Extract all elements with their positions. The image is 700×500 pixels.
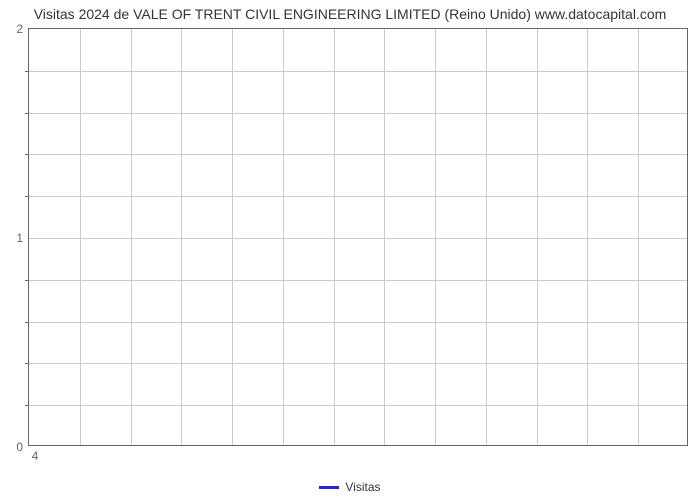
gridline-horizontal	[29, 71, 687, 72]
y-axis-minor-tick	[25, 154, 29, 155]
gridline-horizontal	[29, 280, 687, 281]
chart-title: Visitas 2024 de VALE OF TRENT CIVIL ENGI…	[0, 6, 700, 22]
chart-legend: Visitas	[0, 480, 700, 494]
gridline-vertical	[80, 29, 81, 445]
gridline-vertical	[638, 29, 639, 445]
gridline-vertical	[537, 29, 538, 445]
y-axis-minor-tick	[25, 405, 29, 406]
gridline-horizontal	[29, 196, 687, 197]
y-axis-minor-tick	[25, 113, 29, 114]
y-axis-tick-label: 0	[16, 440, 29, 454]
y-axis-minor-tick	[25, 280, 29, 281]
gridline-horizontal	[29, 322, 687, 323]
legend-label: Visitas	[345, 480, 380, 494]
gridline-vertical	[131, 29, 132, 445]
y-axis-minor-tick	[25, 196, 29, 197]
y-axis-tick-label: 2	[16, 22, 29, 36]
y-axis-tick-label: 1	[16, 231, 29, 245]
gridline-vertical	[435, 29, 436, 445]
gridline-vertical	[384, 29, 385, 445]
y-axis-minor-tick	[25, 71, 29, 72]
gridline-horizontal	[29, 405, 687, 406]
gridline-horizontal	[29, 363, 687, 364]
gridline-vertical	[232, 29, 233, 445]
gridline-vertical	[181, 29, 182, 445]
chart-plot-area: 0124	[28, 28, 688, 446]
gridline-horizontal	[29, 113, 687, 114]
y-axis-minor-tick	[25, 322, 29, 323]
gridline-vertical	[334, 29, 335, 445]
gridline-horizontal	[29, 154, 687, 155]
gridline-vertical	[486, 29, 487, 445]
gridline-vertical	[283, 29, 284, 445]
gridline-horizontal	[29, 238, 687, 239]
gridline-vertical	[587, 29, 588, 445]
y-axis-minor-tick	[25, 363, 29, 364]
x-axis-tick-label: 4	[32, 445, 39, 463]
legend-swatch	[319, 486, 339, 489]
